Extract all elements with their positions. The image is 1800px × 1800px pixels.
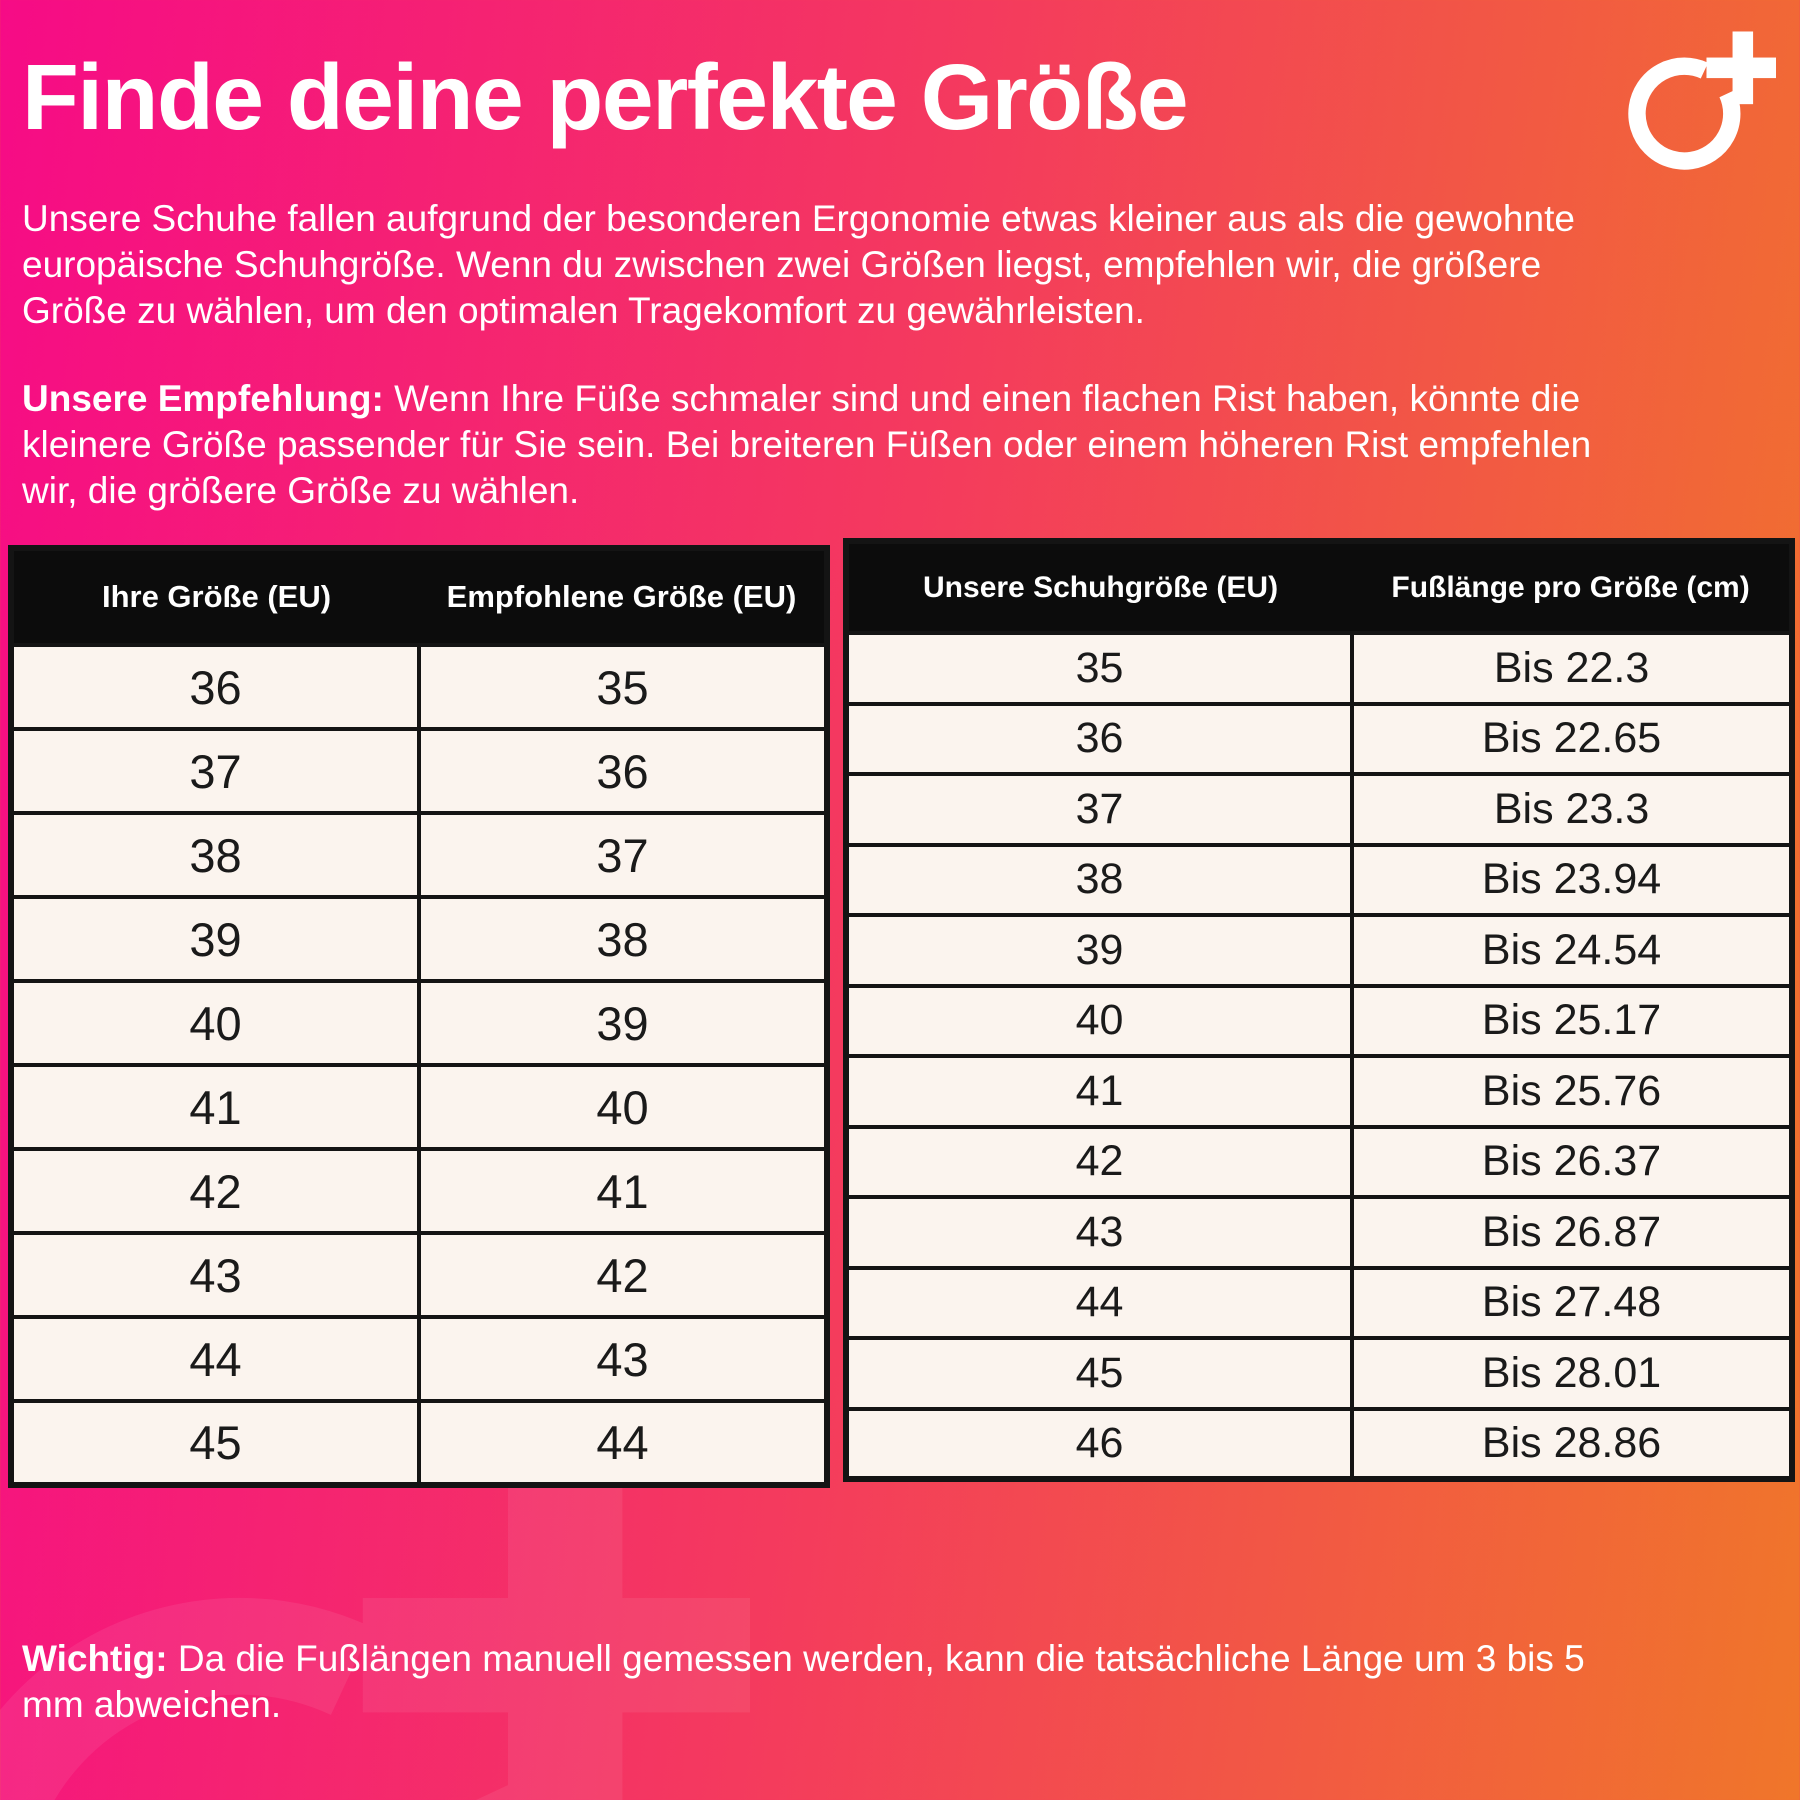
table-cell: 40	[843, 983, 1355, 1058]
column-header-recommended-size: Empfohlene Größe (EU)	[419, 548, 827, 645]
table-cell: 36	[9, 643, 421, 731]
table-cell: Bis 26.87	[1350, 1195, 1794, 1270]
column-header-foot-length: Fußlänge pro Größe (cm)	[1352, 541, 1792, 633]
table-cell: Bis 24.54	[1350, 913, 1794, 988]
table-cell: Bis 23.94	[1350, 842, 1794, 917]
table-cell: Bis 28.01	[1350, 1336, 1794, 1411]
table-cell: Bis 28.86	[1350, 1406, 1794, 1481]
table-cell: 40	[417, 1063, 829, 1151]
column-header-our-shoe-size: Unsere Schuhgröße (EU)	[846, 541, 1353, 633]
table-row: 39 38	[9, 895, 829, 983]
table-cell: 38	[9, 811, 421, 899]
table-header-row: Unsere Schuhgröße (EU) Fußlänge pro Größ…	[846, 541, 1792, 633]
table-cell: Bis 26.37	[1350, 1124, 1794, 1199]
table-cell: 46	[843, 1406, 1355, 1481]
table-cell: 44	[9, 1315, 421, 1403]
table-row: 42 Bis 26.37	[843, 1124, 1794, 1199]
table-row: 41 Bis 25.76	[843, 1054, 1794, 1129]
table-row: 37 36	[9, 727, 829, 815]
table-row: 38 Bis 23.94	[843, 842, 1794, 917]
table-cell: 43	[417, 1315, 829, 1403]
table-cell: 41	[9, 1063, 421, 1151]
table-cell: 39	[9, 895, 421, 983]
recommendation-body: Wenn Ihre Füße schmaler sind und einen f…	[22, 378, 1592, 511]
table-row: 36 Bis 22.65	[843, 701, 1794, 776]
intro-text: Unsere Schuhe fallen aufgrund der besond…	[22, 196, 1607, 334]
recommendation-text: Unsere Empfehlung: Wenn Ihre Füße schmal…	[22, 376, 1607, 514]
table-cell: 42	[417, 1231, 829, 1319]
size-conversion-table: Ihre Größe (EU) Empfohlene Größe (EU) 36…	[8, 545, 830, 1488]
page-title: Finde deine perfekte Größe	[22, 45, 1189, 149]
table-cell: 45	[843, 1336, 1355, 1411]
important-note-body: Da die Fußlängen manuell gemessen werden…	[22, 1638, 1585, 1725]
table-cell: 42	[9, 1147, 421, 1235]
table-row: 43 Bis 26.87	[843, 1195, 1794, 1270]
table-cell: Bis 25.76	[1350, 1054, 1794, 1129]
table-cell: 41	[843, 1054, 1355, 1129]
table-row: 39 Bis 24.54	[843, 913, 1794, 988]
table-row: 40 39	[9, 979, 829, 1067]
important-note: Wichtig: Da die Fußlängen manuell gemess…	[22, 1636, 1652, 1728]
table-cell: 44	[843, 1265, 1355, 1340]
table-cell: 43	[9, 1231, 421, 1319]
table-row: 43 42	[9, 1231, 829, 1319]
table-cell: Bis 22.3	[1350, 631, 1794, 706]
table-cell: 35	[417, 643, 829, 731]
column-header-your-size: Ihre Größe (EU)	[11, 548, 419, 645]
table-cell: 39	[417, 979, 829, 1067]
table-row: 42 41	[9, 1147, 829, 1235]
table-cell: 43	[843, 1195, 1355, 1270]
table-cell: 37	[843, 772, 1355, 847]
intro-text-body: Unsere Schuhe fallen aufgrund der besond…	[22, 198, 1575, 331]
table-cell: 39	[843, 913, 1355, 988]
table-row: 40 Bis 25.17	[843, 983, 1794, 1058]
table-row: 35 Bis 22.3	[843, 631, 1794, 706]
table-cell: Bis 22.65	[1350, 701, 1794, 776]
table-row: 45 Bis 28.01	[843, 1336, 1794, 1411]
table-cell: Bis 25.17	[1350, 983, 1794, 1058]
table-row: 36 35	[9, 643, 829, 731]
table-cell: 37	[9, 727, 421, 815]
table-row: 46 Bis 28.86	[843, 1406, 1794, 1481]
table-cell: 45	[9, 1399, 421, 1487]
table-cell: 38	[417, 895, 829, 983]
table-row: 44 Bis 27.48	[843, 1265, 1794, 1340]
foot-length-table: Unsere Schuhgröße (EU) Fußlänge pro Größ…	[843, 538, 1795, 1482]
table-row: 38 37	[9, 811, 829, 899]
table-row: 44 43	[9, 1315, 829, 1403]
o-plus-logo-icon	[1618, 22, 1780, 180]
table-row: 37 Bis 23.3	[843, 772, 1794, 847]
table-cell: 40	[9, 979, 421, 1067]
table-cell: 42	[843, 1124, 1355, 1199]
table-row: 41 40	[9, 1063, 829, 1151]
table-cell: 38	[843, 842, 1355, 917]
table-cell: Bis 27.48	[1350, 1265, 1794, 1340]
important-note-label: Wichtig:	[22, 1638, 168, 1679]
table-cell: Bis 23.3	[1350, 772, 1794, 847]
table-cell: 37	[417, 811, 829, 899]
table-cell: 36	[843, 701, 1355, 776]
table-header-row: Ihre Größe (EU) Empfohlene Größe (EU)	[11, 548, 827, 645]
table-cell: 41	[417, 1147, 829, 1235]
table-cell: 36	[417, 727, 829, 815]
table-cell: 35	[843, 631, 1355, 706]
table-cell: 44	[417, 1399, 829, 1487]
table-row: 45 44	[9, 1399, 829, 1487]
recommendation-label: Unsere Empfehlung:	[22, 378, 384, 419]
